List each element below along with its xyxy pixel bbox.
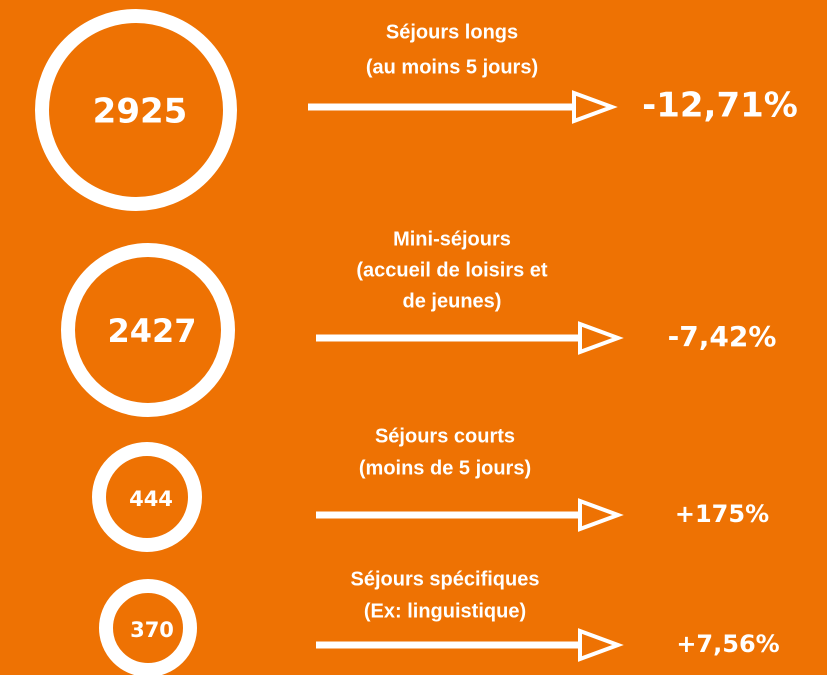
- category-label: Mini-séjours: [393, 228, 511, 250]
- change: -7,42%: [668, 320, 777, 353]
- change: -12,71%: [642, 86, 798, 126]
- ring: [99, 579, 197, 675]
- category-label: Séjours courts: [375, 425, 515, 447]
- category-label: de jeunes): [403, 290, 502, 312]
- ring: [61, 243, 235, 417]
- arrow-head: [572, 90, 618, 124]
- ring: [35, 9, 237, 211]
- ring: [92, 442, 202, 552]
- arrow-head: [578, 628, 624, 662]
- category-label: (moins de 5 jours): [359, 457, 531, 479]
- change: +175%: [675, 500, 769, 528]
- category-label: (au moins 5 jours): [366, 56, 538, 78]
- count: 2925: [93, 92, 188, 132]
- count: 2427: [107, 312, 196, 350]
- change: +7,56%: [676, 630, 779, 658]
- category-label: Séjours spécifiques: [351, 568, 540, 590]
- category-label: (accueil de loisirs et: [356, 259, 548, 281]
- category-label: Séjours longs: [386, 21, 518, 43]
- count: 370: [130, 618, 174, 642]
- category-label: (Ex: linguistique): [364, 600, 526, 622]
- arrow-head: [578, 498, 624, 532]
- arrow-head: [578, 321, 624, 355]
- count: 444: [129, 487, 173, 511]
